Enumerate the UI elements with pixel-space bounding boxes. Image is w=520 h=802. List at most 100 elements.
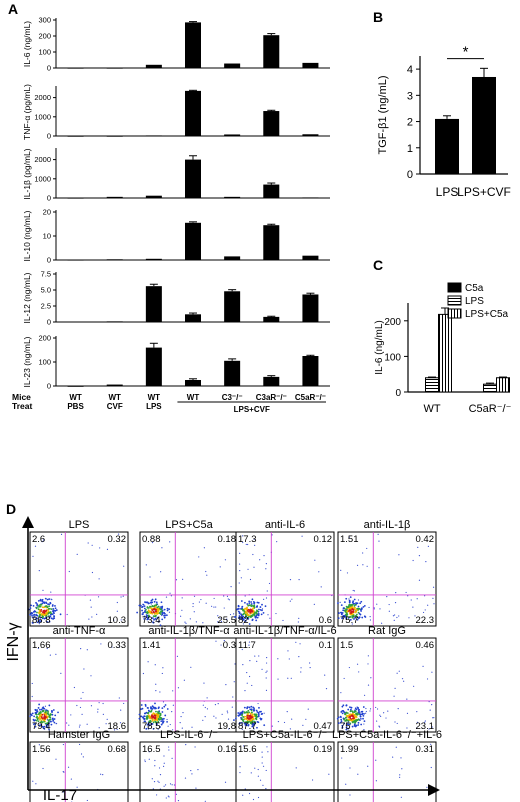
flow-event-dense xyxy=(244,607,247,610)
flow-event xyxy=(82,691,84,694)
flow-event-dense xyxy=(349,604,352,607)
flow-event-dense xyxy=(154,716,157,718)
flow-quadrant-lr: 22.3 xyxy=(416,615,435,626)
flow-event xyxy=(431,671,433,673)
flow-event xyxy=(393,695,395,697)
flow-event xyxy=(288,658,290,660)
flow-event-dense xyxy=(161,610,163,613)
flow-event xyxy=(265,677,267,679)
flow-event xyxy=(393,619,395,622)
flow-event xyxy=(430,743,432,745)
flow-event xyxy=(263,712,265,714)
flow-event-dense xyxy=(36,611,38,614)
flow-event-dense xyxy=(257,715,260,718)
flow-event xyxy=(191,773,193,775)
flow-event xyxy=(340,692,342,694)
flow-event-dense xyxy=(144,712,147,715)
flow-event xyxy=(175,579,178,581)
flow-event-dense xyxy=(344,719,347,722)
flow-event xyxy=(190,666,192,668)
flow-event xyxy=(86,723,88,725)
flow-event xyxy=(81,713,83,716)
flow-event-dense xyxy=(150,723,153,726)
flow-event-dense xyxy=(244,601,246,604)
flow-event-dense xyxy=(237,714,240,717)
a-bar xyxy=(185,90,201,136)
flow-event-dense xyxy=(252,718,255,721)
flow-event-dense xyxy=(355,615,358,618)
flow-event-dense xyxy=(345,728,348,731)
flow-plot-title: Rat IgG xyxy=(368,625,406,637)
flow-event-dense xyxy=(353,723,356,726)
flow-event-dense xyxy=(145,616,148,618)
flow-event-dense xyxy=(166,607,169,610)
flow-event xyxy=(369,710,371,712)
a-bar xyxy=(224,196,241,198)
flow-event xyxy=(397,708,399,710)
flow-event-dense xyxy=(243,706,246,709)
flow-event-dense xyxy=(149,715,152,718)
flow-event-dense xyxy=(35,712,38,715)
flow-event xyxy=(32,780,34,782)
flow-event xyxy=(407,595,409,597)
flow-event-dense xyxy=(349,618,352,621)
flow-event-dense xyxy=(42,601,45,604)
a-bar xyxy=(185,159,201,198)
flow-event xyxy=(206,708,209,710)
flow-event-dense xyxy=(161,707,164,709)
flow-event xyxy=(300,667,302,669)
flow-event xyxy=(217,615,219,617)
flow-plot-frame xyxy=(235,741,335,802)
flow-event xyxy=(261,751,263,753)
flow-event-dense xyxy=(141,606,143,609)
flow-event-dense xyxy=(351,608,354,610)
flow-event-dense xyxy=(355,602,357,604)
flow-event-dense xyxy=(37,707,40,709)
flow-event-dense xyxy=(354,603,357,606)
flow-event xyxy=(266,656,268,659)
flow-event-dense xyxy=(241,710,244,713)
flow-event xyxy=(400,757,402,759)
flow-event-dense xyxy=(261,609,263,612)
flow-event xyxy=(31,682,33,685)
flow-event xyxy=(269,617,271,619)
flow-event-dense xyxy=(146,723,149,726)
flow-plot: 0.88 0.18 73.4 25.5 xyxy=(136,531,239,627)
flow-event-dense xyxy=(251,711,253,714)
flow-event-dense xyxy=(143,605,146,607)
flow-event xyxy=(414,615,416,617)
flow-event-dense xyxy=(139,604,142,607)
flow-event xyxy=(102,774,104,776)
flow-event-dense xyxy=(242,613,245,616)
flow-event-dense xyxy=(34,610,37,613)
flow-event xyxy=(154,664,156,666)
flow-event xyxy=(297,621,299,623)
flow-event-dense xyxy=(351,719,353,722)
flow-event xyxy=(217,621,219,623)
flow-event xyxy=(168,611,171,613)
c-legend-swatch xyxy=(447,295,462,306)
flow-event-dense xyxy=(256,612,258,615)
flow-event xyxy=(162,701,165,703)
flow-event-dense xyxy=(248,602,251,605)
flow-event-dense xyxy=(45,714,47,716)
flow-event xyxy=(170,595,173,597)
flow-event-dense xyxy=(150,707,153,709)
flow-event xyxy=(234,663,236,665)
flow-event-dense xyxy=(47,608,50,610)
a-y-tick-label: 2.5 xyxy=(41,302,51,311)
flow-event xyxy=(157,621,159,623)
a-row-label-treat: Treat xyxy=(12,401,32,411)
flow-event-dense xyxy=(253,707,255,710)
a-mice-label: WT xyxy=(148,393,161,402)
flow-event-dense xyxy=(36,604,39,607)
flow-event-dense xyxy=(345,716,347,719)
flow-event-dense xyxy=(253,606,256,609)
a-y-tick-label: 200 xyxy=(38,334,51,343)
flow-event-dense xyxy=(39,708,41,711)
flow-event xyxy=(263,555,265,557)
flow-event xyxy=(239,711,241,713)
flow-event-dense xyxy=(363,720,366,723)
b-bar xyxy=(472,76,496,174)
flow-event-dense xyxy=(339,721,342,724)
